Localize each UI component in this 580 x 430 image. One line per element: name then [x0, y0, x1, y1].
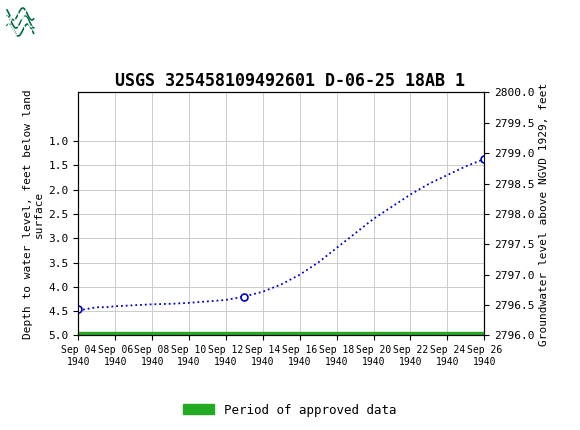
Text: USGS 325458109492601 D-06-25 18AB 1: USGS 325458109492601 D-06-25 18AB 1 [115, 72, 465, 90]
FancyBboxPatch shape [5, 2, 37, 36]
Y-axis label: Groundwater level above NGVD 1929, feet: Groundwater level above NGVD 1929, feet [539, 82, 549, 346]
Legend: Period of approved data: Period of approved data [178, 399, 402, 421]
Y-axis label: Depth to water level, feet below land
surface: Depth to water level, feet below land su… [23, 89, 44, 339]
Text: USGS: USGS [44, 11, 99, 29]
